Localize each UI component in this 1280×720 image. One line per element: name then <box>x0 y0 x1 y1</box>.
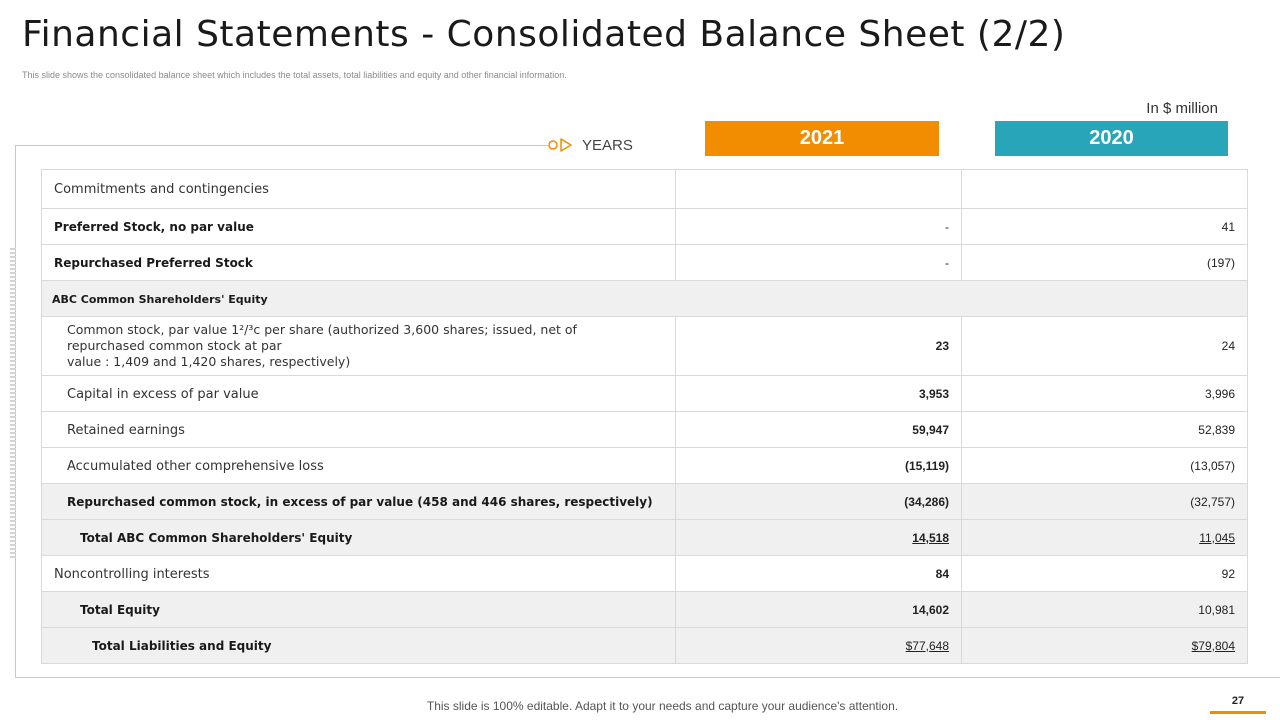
table-row: Retained earnings 59,947 52,839 <box>41 411 1248 448</box>
section-header-row: ABC Common Shareholders' Equity <box>41 280 1248 317</box>
row-label-text: Total Liabilities and Equity <box>92 639 272 653</box>
row-label: Capital in excess of par value <box>41 375 676 412</box>
value-2021: - <box>675 244 962 281</box>
value-2021: 84 <box>675 555 962 592</box>
decorative-dotted-bar <box>10 248 16 560</box>
value-2020: (13,057) <box>961 447 1248 484</box>
row-label: Total Equity <box>41 591 676 628</box>
row-label: Repurchased Preferred Stock <box>41 244 676 281</box>
row-label: Preferred Stock, no par value <box>41 208 676 245</box>
row-label-text: Total Equity <box>80 603 160 617</box>
value-2020: 52,839 <box>961 411 1248 448</box>
table-row: Total ABC Common Shareholders' Equity 14… <box>41 519 1248 556</box>
table-row: Accumulated other comprehensive loss (15… <box>41 447 1248 484</box>
row-label-text: Retained earnings <box>67 422 185 438</box>
section-header-text: ABC Common Shareholders' Equity <box>52 293 268 306</box>
year-header-2021: 2021 <box>705 121 939 156</box>
table-row: Common stock, par value 1²/³c per share … <box>41 316 1248 376</box>
value-2020-text: 11,045 <box>1199 530 1235 545</box>
arrow-marker-icon <box>548 138 572 152</box>
value-2020: $79,804 <box>961 627 1248 664</box>
unit-label: In $ million <box>1146 100 1218 117</box>
value-2020: 10,981 <box>961 591 1248 628</box>
row-label-text: Preferred Stock, no par value <box>54 220 254 234</box>
row-label: Repurchased common stock, in excess of p… <box>41 483 676 520</box>
frame-line-bottom <box>15 677 1280 678</box>
row-label: Retained earnings <box>41 411 676 448</box>
balance-sheet-table: Commitments and contingencies Preferred … <box>41 169 1248 664</box>
footer-text: This slide is 100% editable. Adapt it to… <box>426 699 899 713</box>
year-header-2020: 2020 <box>995 121 1228 156</box>
value-2020: (197) <box>961 244 1248 281</box>
page-number: 27 <box>1231 695 1245 707</box>
value-2020 <box>961 169 1248 209</box>
row-label-text: Commitments and contingencies <box>54 182 269 197</box>
row-label-line: repurchased common stock at par <box>67 338 282 353</box>
row-label-text: Noncontrolling interests <box>54 566 210 582</box>
row-label-text: Repurchased common stock, in excess of p… <box>67 495 653 509</box>
value-2021: (15,119) <box>675 447 962 484</box>
years-label: YEARS <box>582 137 633 154</box>
table-row: Capital in excess of par value 3,953 3,9… <box>41 375 1248 412</box>
row-label-text: Total ABC Common Shareholders' Equity <box>80 531 353 545</box>
value-2021: - <box>675 208 962 245</box>
frame-line-top <box>15 145 548 146</box>
table-row: Noncontrolling interests 84 92 <box>41 555 1248 592</box>
table-row: Repurchased common stock, in excess of p… <box>41 483 1248 520</box>
table-row: Commitments and contingencies <box>41 169 1248 209</box>
value-2021-text: 14,518 <box>912 530 949 545</box>
row-label: Accumulated other comprehensive loss <box>41 447 676 484</box>
table-row: Total Liabilities and Equity $77,648 $79… <box>41 627 1248 664</box>
value-2021: 3,953 <box>675 375 962 412</box>
row-label-line: value : 1,409 and 1,420 shares, respecti… <box>67 354 351 369</box>
value-2020: 3,996 <box>961 375 1248 412</box>
value-2021: 23 <box>675 316 962 376</box>
page-subtitle: This slide shows the consolidated balanc… <box>22 70 567 80</box>
row-label-text: Accumulated other comprehensive loss <box>67 458 324 474</box>
value-2021: (34,286) <box>675 483 962 520</box>
table-row: Preferred Stock, no par value - 41 <box>41 208 1248 245</box>
value-2021-text: $77,648 <box>905 638 949 653</box>
row-label: Total ABC Common Shareholders' Equity <box>41 519 676 556</box>
value-2020: 11,045 <box>961 519 1248 556</box>
value-2021: 14,518 <box>675 519 962 556</box>
value-2021 <box>675 169 962 209</box>
value-2020: (32,757) <box>961 483 1248 520</box>
page-number-underline <box>1210 711 1266 714</box>
row-label-line: Common stock, par value 1²/³c per share … <box>67 322 577 337</box>
table-row: Repurchased Preferred Stock - (197) <box>41 244 1248 281</box>
row-label-text: Capital in excess of par value <box>67 386 259 402</box>
value-2020: 41 <box>961 208 1248 245</box>
table-row: Total Equity 14,602 10,981 <box>41 591 1248 628</box>
value-2021: 14,602 <box>675 591 962 628</box>
row-label: Common stock, par value 1²/³c per share … <box>41 316 676 376</box>
row-label: Commitments and contingencies <box>41 169 676 209</box>
row-label-text: Repurchased Preferred Stock <box>54 256 253 270</box>
section-header: ABC Common Shareholders' Equity <box>41 280 1248 317</box>
row-label: Total Liabilities and Equity <box>41 627 676 664</box>
value-2020: 92 <box>961 555 1248 592</box>
value-2020: 24 <box>961 316 1248 376</box>
row-label: Noncontrolling interests <box>41 555 676 592</box>
value-2021: $77,648 <box>675 627 962 664</box>
value-2020-text: $79,804 <box>1191 638 1235 653</box>
page-title: Financial Statements - Consolidated Bala… <box>22 14 1066 55</box>
value-2021: 59,947 <box>675 411 962 448</box>
